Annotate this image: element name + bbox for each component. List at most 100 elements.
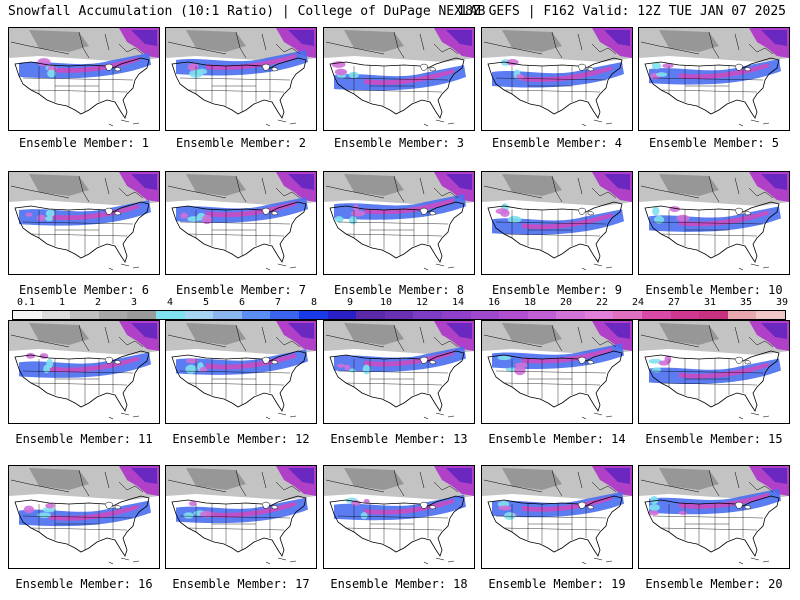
light-snow-region — [502, 174, 562, 196]
province-borders — [167, 31, 301, 59]
caribbean-islands — [108, 263, 140, 271]
ensemble-map-panel — [481, 27, 633, 131]
colorbar-tick: 2 — [94, 297, 102, 308]
snow-band-core — [679, 492, 769, 509]
snow-blob — [45, 503, 55, 509]
colorbar-tick: 27 — [667, 297, 681, 308]
colorbar-tick: 16 — [487, 297, 501, 308]
snow-band-core — [522, 347, 612, 364]
snow-band-core — [49, 56, 139, 73]
province-borders — [325, 324, 459, 352]
colorbar-segment — [527, 311, 557, 319]
caribbean-islands — [265, 557, 297, 565]
colorbar-segment — [727, 311, 757, 319]
ensemble-member-label: Ensemble Member: 10 — [645, 283, 783, 297]
great-lakes — [734, 356, 752, 365]
snow-blob — [337, 363, 345, 368]
snow-blob — [360, 512, 368, 520]
heavy-snow-region — [604, 468, 630, 484]
heavy-snow-region — [446, 174, 472, 190]
ensemble-map-panel — [8, 171, 160, 275]
snow-blob — [47, 69, 56, 78]
ensemble-member-label: Ensemble Member: 7 — [175, 283, 307, 297]
snowfall-map — [482, 466, 632, 565]
state-borders — [22, 503, 134, 550]
ensemble-map-panel — [481, 465, 633, 569]
colorbar-tick-labels: 0.1 1 2 3 4 5 6 7 8 9 10 12 14 16 18 20 22 24 27 31 35 39 — [12, 297, 788, 309]
caribbean-islands — [265, 119, 297, 127]
province-borders — [483, 31, 617, 59]
great-lakes — [261, 63, 279, 72]
snow-blob — [185, 364, 197, 374]
snowfall-map — [166, 28, 316, 127]
header: Snowfall Accumulation (10:1 Ratio) | Col… — [0, 0, 800, 24]
province-borders — [640, 469, 774, 497]
snow-blob — [349, 368, 356, 373]
ensemble-member-label: Ensemble Member: 20 — [645, 577, 783, 591]
snow-blob — [500, 209, 510, 218]
snowfall-map — [9, 466, 159, 565]
state-borders — [652, 503, 764, 550]
ensemble-map-panel — [8, 320, 160, 424]
light-snow-region — [659, 323, 719, 345]
caribbean-islands — [738, 412, 770, 420]
snow-band-core — [364, 69, 454, 85]
province-borders — [10, 175, 144, 203]
ensemble-member-label: Ensemble Member: 15 — [645, 432, 783, 446]
snowfall-map — [324, 466, 474, 565]
colorbar-segment — [613, 311, 643, 319]
state-borders — [22, 65, 134, 112]
snowfall-map — [324, 321, 474, 420]
great-lakes — [261, 501, 279, 510]
snow-blob — [662, 63, 674, 69]
heavy-snow-region — [288, 323, 314, 339]
state-borders — [495, 65, 607, 112]
ensemble-member-label: Ensemble Member: 6 — [18, 283, 150, 297]
ensemble-map-panel — [165, 171, 317, 275]
run-info: 18Z GEFS | F162 Valid: 12Z TUE JAN 07 20… — [457, 4, 786, 19]
light-snow-region — [29, 174, 89, 196]
ensemble-map-panel — [165, 27, 317, 131]
great-lakes — [577, 207, 595, 216]
light-snow-region — [659, 30, 719, 52]
province-borders — [640, 175, 774, 203]
colorbar-segment — [384, 311, 414, 319]
colorbar-tick: 24 — [631, 297, 645, 308]
great-lakes — [734, 63, 752, 72]
ensemble-member-label: Ensemble Member: 19 — [488, 577, 626, 591]
snow-blob — [506, 58, 519, 66]
snowfall-map — [166, 466, 316, 565]
heavy-snow-region — [761, 174, 787, 190]
heavy-snow-region — [604, 30, 630, 46]
colorbar-segment — [155, 311, 185, 319]
snow-band-core — [206, 353, 296, 370]
colorbar-segment — [499, 311, 528, 319]
snow-blob — [23, 505, 35, 514]
colorbar-segment — [327, 311, 357, 319]
snow-band-core — [364, 498, 454, 515]
colorbar-tick: 18 — [523, 297, 537, 308]
snow-blob — [650, 495, 659, 505]
snow-blob — [25, 212, 33, 217]
colorbar-segment — [584, 311, 614, 319]
colorbar-tick: 1 — [58, 297, 66, 308]
ensemble-map-panel — [638, 27, 790, 131]
snow-blob — [363, 498, 370, 504]
colorbar-tick: 22 — [595, 297, 609, 308]
snow-band-core — [679, 362, 769, 379]
light-snow-region — [186, 30, 246, 52]
province-borders — [483, 175, 617, 203]
snow-blob — [36, 214, 46, 222]
colorbar-segment — [13, 311, 42, 319]
heavy-snow-region — [131, 174, 157, 190]
ensemble-member-label: Ensemble Member: 18 — [330, 577, 468, 591]
ensemble-map-panel — [8, 465, 160, 569]
province-borders — [325, 469, 459, 497]
great-lakes — [419, 63, 437, 72]
light-snow-region — [186, 468, 246, 490]
ensemble-member-label: Ensemble Member: 2 — [175, 136, 307, 150]
great-lakes — [577, 356, 595, 365]
heavy-snow-region — [131, 30, 157, 46]
light-snow-region — [344, 468, 404, 490]
snow-blob — [334, 68, 348, 76]
